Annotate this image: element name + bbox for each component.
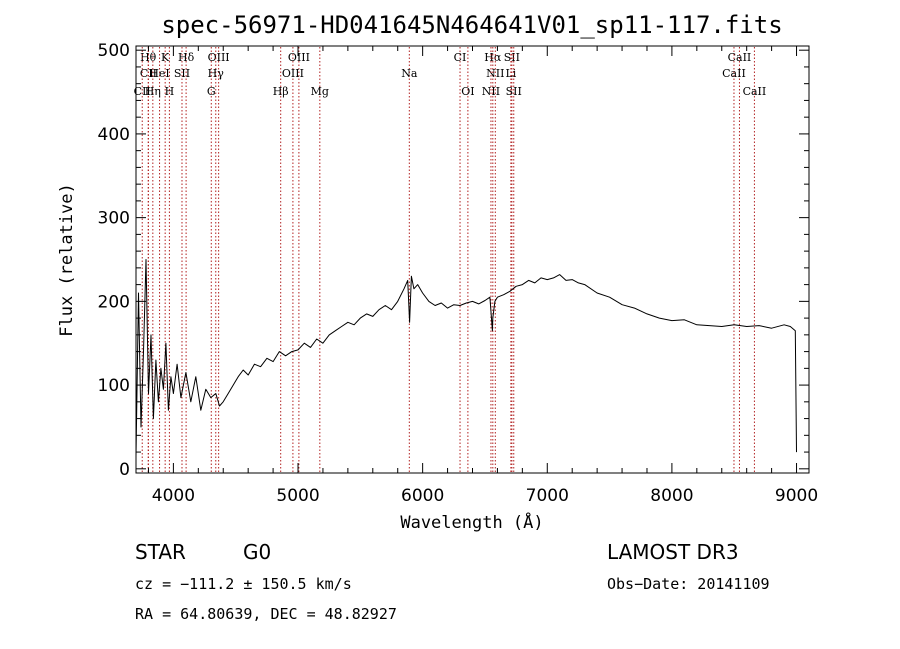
axis-ticks: 4000 5000 6000 7000 8000 9000 0 100 200 300 400 500 xyxy=(98,41,819,506)
marker-label: NII xyxy=(482,85,500,98)
marker-label: OIII xyxy=(208,51,230,64)
object-class: STAR xyxy=(135,540,186,564)
sky-coordinates: RA = 64.80639, DEC = 48.82927 xyxy=(135,605,397,623)
marker-label: OI xyxy=(461,85,474,98)
marker-label: Hη xyxy=(145,85,161,98)
redshift-cz: cz = −111.2 ± 150.5 km/s xyxy=(135,575,352,593)
marker-label: OIII xyxy=(288,51,310,64)
y-tick-label: 200 xyxy=(98,292,130,312)
x-tick-label: 5000 xyxy=(276,486,319,506)
marker-label: SII xyxy=(504,51,520,64)
spectrum-line xyxy=(135,259,797,457)
x-tick-label: 7000 xyxy=(526,486,569,506)
marker-label: HeI xyxy=(149,67,169,80)
x-tick-label: 9000 xyxy=(775,486,818,506)
marker-label: Na xyxy=(401,67,418,80)
survey-name: LAMOST DR3 xyxy=(607,540,739,564)
marker-label: Hδ xyxy=(178,51,195,64)
marker-label: SII xyxy=(506,85,522,98)
marker-label: G xyxy=(207,85,216,98)
y-tick-label: 400 xyxy=(98,125,130,145)
marker-label: CaII xyxy=(728,51,752,64)
marker-label: H xyxy=(165,85,175,98)
marker-label: CII xyxy=(134,85,151,98)
chart-title: spec-56971-HD041645N464641V01_sp11-117.f… xyxy=(161,11,782,39)
x-tick-label: 8000 xyxy=(650,486,693,506)
marker-label: Hα xyxy=(484,51,502,64)
marker-label: Hβ xyxy=(273,85,289,98)
marker-label: Mg xyxy=(311,85,329,98)
x-tick-label: 6000 xyxy=(401,486,444,506)
marker-label: CI xyxy=(454,51,467,64)
marker-label: CaII xyxy=(722,67,746,80)
x-tick-label: 4000 xyxy=(152,486,195,506)
y-tick-label: 100 xyxy=(98,376,130,396)
marker-label: Li xyxy=(505,67,516,80)
marker-label: CaII xyxy=(743,85,767,98)
marker-label: SII xyxy=(174,67,190,80)
y-tick-label: 300 xyxy=(98,209,130,229)
marker-label: K xyxy=(161,51,170,64)
marker-label: CII xyxy=(140,67,157,80)
observation-date: Obs−Date: 20141109 xyxy=(607,575,770,593)
x-axis-label: Wavelength (Å) xyxy=(400,511,543,533)
spectrum-plot xyxy=(135,259,797,457)
y-tick-label: 0 xyxy=(119,460,130,480)
y-tick-label: 500 xyxy=(98,41,130,61)
y-axis-label: Flux (relative) xyxy=(57,183,77,337)
marker-label: NII xyxy=(486,67,504,80)
subclass: G0 xyxy=(243,540,271,564)
marker-label: Hγ xyxy=(208,67,225,80)
marker-label: OIII xyxy=(282,67,304,80)
